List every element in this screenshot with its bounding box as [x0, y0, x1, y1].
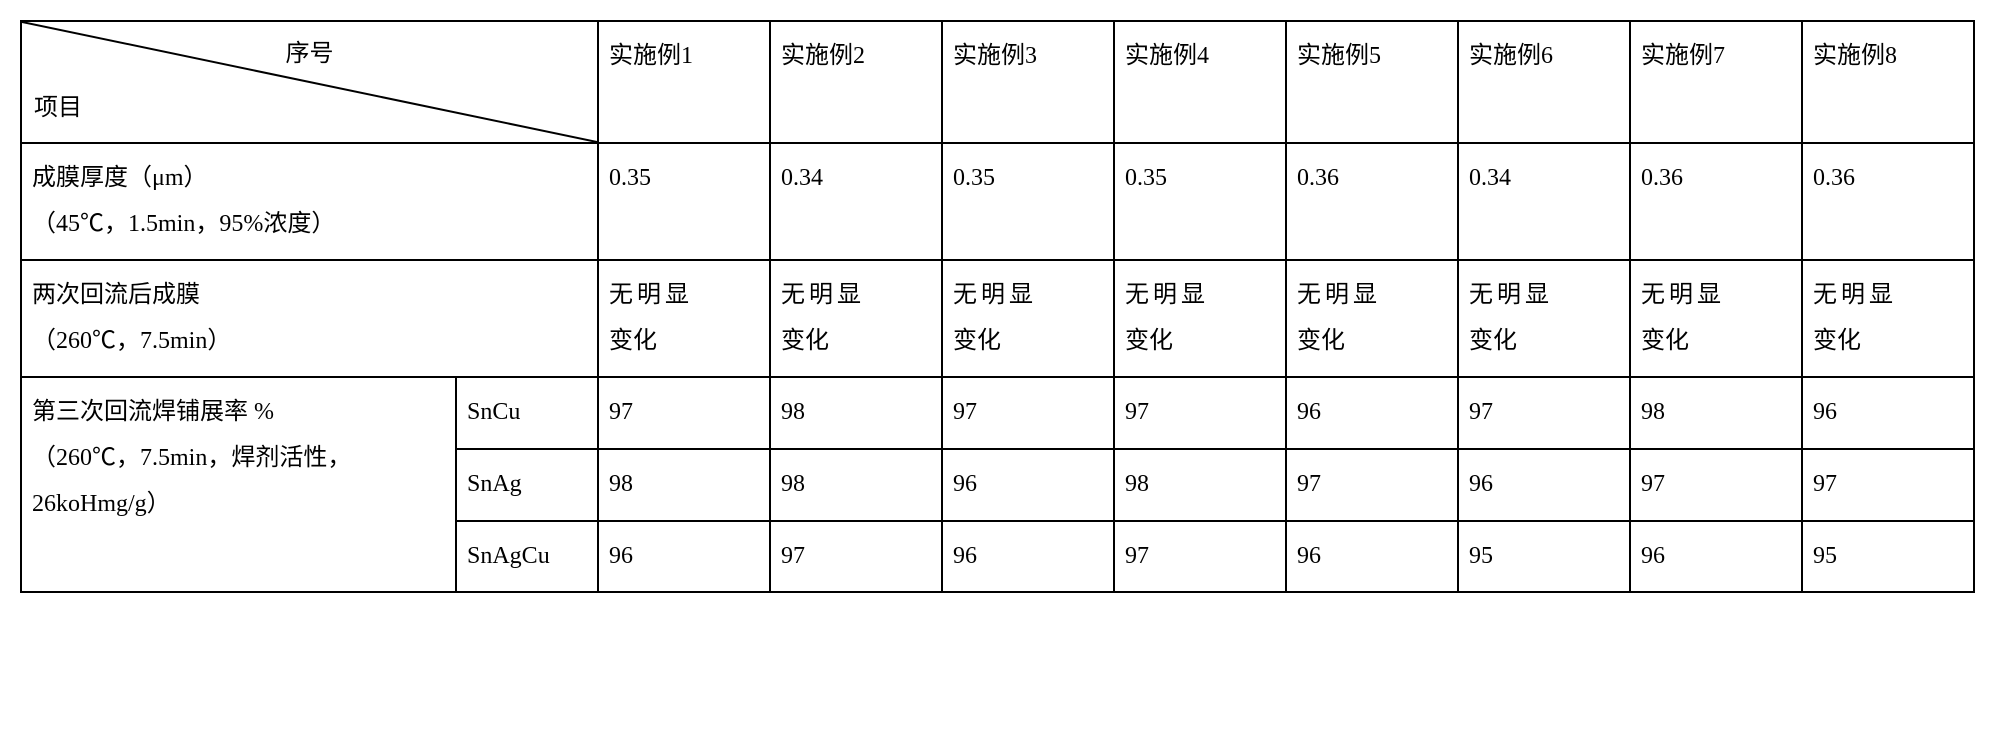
- table-row: 两次回流后成膜 （260℃，7.5min） 无明显 变化 无明显 变化 无明显 …: [21, 260, 1974, 377]
- cell-line: 变化: [781, 319, 931, 365]
- sub-row-label: SnCu: [456, 377, 598, 449]
- col-header: 实施例2: [770, 21, 942, 143]
- cell-line: 变化: [1125, 319, 1275, 365]
- data-cell: 98: [598, 449, 770, 521]
- row-label-line: 第三次回流焊铺展率 %: [32, 390, 445, 436]
- cell-line: 变化: [609, 319, 759, 365]
- cell-line: 无明显: [609, 273, 759, 319]
- data-cell: 97: [1114, 377, 1286, 449]
- data-cell: 0.36: [1802, 143, 1974, 260]
- data-cell: 无明显 变化: [1630, 260, 1802, 377]
- data-cell: 97: [770, 521, 942, 593]
- col-header: 实施例8: [1802, 21, 1974, 143]
- cell-line: 无明显: [781, 273, 931, 319]
- header-bottom-label: 项目: [34, 86, 82, 132]
- data-cell: 0.34: [770, 143, 942, 260]
- data-cell: 97: [1114, 521, 1286, 593]
- data-cell: 96: [1458, 449, 1630, 521]
- cell-line: 变化: [1641, 319, 1791, 365]
- data-cell: 无明显 变化: [1114, 260, 1286, 377]
- data-cell: 96: [1802, 377, 1974, 449]
- row-label-line: （260℃，7.5min）: [32, 319, 587, 365]
- data-cell: 0.34: [1458, 143, 1630, 260]
- data-cell: 98: [770, 449, 942, 521]
- data-cell: 97: [598, 377, 770, 449]
- data-cell: 0.35: [1114, 143, 1286, 260]
- data-cell: 95: [1802, 521, 1974, 593]
- data-cell: 97: [942, 377, 1114, 449]
- data-cell: 97: [1458, 377, 1630, 449]
- data-cell: 97: [1286, 449, 1458, 521]
- row-label: 成膜厚度（μm） （45℃，1.5min，95%浓度）: [21, 143, 598, 260]
- col-header: 实施例4: [1114, 21, 1286, 143]
- data-cell: 95: [1458, 521, 1630, 593]
- cell-line: 变化: [1469, 319, 1619, 365]
- data-cell: 无明显 变化: [770, 260, 942, 377]
- header-top-label: 序号: [286, 32, 334, 78]
- data-cell: 97: [1802, 449, 1974, 521]
- cell-line: 变化: [1297, 319, 1447, 365]
- data-cell: 无明显 变化: [1286, 260, 1458, 377]
- cell-line: 无明显: [1125, 273, 1275, 319]
- col-header: 实施例3: [942, 21, 1114, 143]
- data-cell: 无明显 变化: [942, 260, 1114, 377]
- data-cell: 0.36: [1286, 143, 1458, 260]
- table-row: 第三次回流焊铺展率 % （260℃，7.5min，焊剂活性， 26koHmg/g…: [21, 377, 1974, 449]
- data-cell: 96: [942, 449, 1114, 521]
- data-cell: 0.35: [598, 143, 770, 260]
- row-label: 两次回流后成膜 （260℃，7.5min）: [21, 260, 598, 377]
- sub-row-label: SnAg: [456, 449, 598, 521]
- row-label-line: 两次回流后成膜: [32, 273, 587, 319]
- sub-row-label: SnAgCu: [456, 521, 598, 593]
- data-cell: 0.36: [1630, 143, 1802, 260]
- cell-line: 无明显: [1813, 273, 1963, 319]
- row-label: 第三次回流焊铺展率 % （260℃，7.5min，焊剂活性， 26koHmg/g…: [21, 377, 456, 592]
- data-cell: 96: [1286, 521, 1458, 593]
- data-cell: 98: [1114, 449, 1286, 521]
- cell-line: 无明显: [1641, 273, 1791, 319]
- col-header: 实施例6: [1458, 21, 1630, 143]
- cell-line: 无明显: [1469, 273, 1619, 319]
- data-cell: 0.35: [942, 143, 1114, 260]
- data-cell: 98: [770, 377, 942, 449]
- cell-line: 无明显: [953, 273, 1103, 319]
- data-cell: 无明显 变化: [1458, 260, 1630, 377]
- col-header: 实施例7: [1630, 21, 1802, 143]
- data-cell: 98: [1630, 377, 1802, 449]
- data-cell: 96: [1630, 521, 1802, 593]
- row-label-line: （260℃，7.5min，焊剂活性，: [32, 436, 445, 482]
- diagonal-header-cell: 序号 项目: [21, 21, 598, 143]
- data-table: 序号 项目 实施例1 实施例2 实施例3 实施例4 实施例5 实施例6 实施例7…: [20, 20, 1975, 593]
- table-row: 成膜厚度（μm） （45℃，1.5min，95%浓度） 0.35 0.34 0.…: [21, 143, 1974, 260]
- data-cell: 96: [598, 521, 770, 593]
- col-header: 实施例1: [598, 21, 770, 143]
- table-header-row: 序号 项目 实施例1 实施例2 实施例3 实施例4 实施例5 实施例6 实施例7…: [21, 21, 1974, 143]
- data-cell: 96: [942, 521, 1114, 593]
- col-header: 实施例5: [1286, 21, 1458, 143]
- row-label-line: （45℃，1.5min，95%浓度）: [32, 202, 587, 248]
- cell-line: 变化: [1813, 319, 1963, 365]
- data-cell: 无明显 变化: [598, 260, 770, 377]
- data-cell: 无明显 变化: [1802, 260, 1974, 377]
- data-cell: 97: [1630, 449, 1802, 521]
- row-label-line: 26koHmg/g）: [32, 482, 445, 528]
- cell-line: 变化: [953, 319, 1103, 365]
- data-cell: 96: [1286, 377, 1458, 449]
- row-label-line: 成膜厚度（μm）: [32, 156, 587, 202]
- cell-line: 无明显: [1297, 273, 1447, 319]
